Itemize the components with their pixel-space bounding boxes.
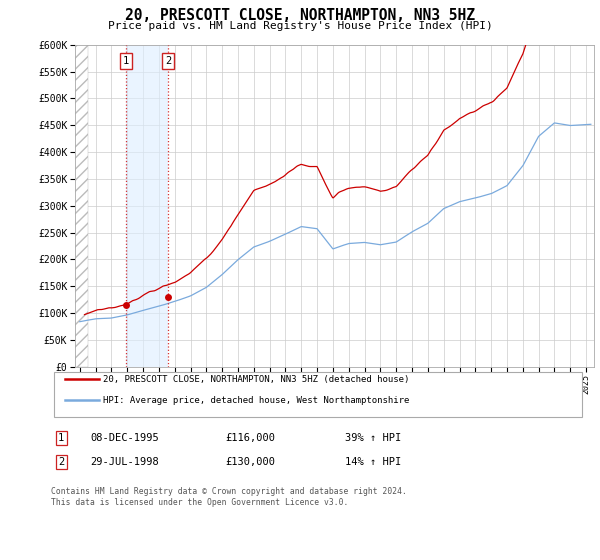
Bar [126,45,168,367]
Text: 39% ↑ HPI: 39% ↑ HPI [345,433,401,443]
Text: £116,000: £116,000 [225,433,275,443]
Text: 1: 1 [123,56,129,66]
Text: HPI: Average price, detached house, West Northamptonshire: HPI: Average price, detached house, West… [103,396,410,405]
Text: 2: 2 [165,56,171,66]
Text: £130,000: £130,000 [225,457,275,467]
Bar [75,45,88,367]
Text: 2: 2 [58,457,64,467]
Text: Price paid vs. HM Land Registry's House Price Index (HPI): Price paid vs. HM Land Registry's House … [107,21,493,31]
Text: 20, PRESCOTT CLOSE, NORTHAMPTON, NN3 5HZ: 20, PRESCOTT CLOSE, NORTHAMPTON, NN3 5HZ [125,8,475,24]
Text: 20, PRESCOTT CLOSE, NORTHAMPTON, NN3 5HZ (detached house): 20, PRESCOTT CLOSE, NORTHAMPTON, NN3 5HZ… [103,375,410,384]
Text: 08-DEC-1995: 08-DEC-1995 [90,433,159,443]
Text: 1: 1 [58,433,64,443]
Text: 14% ↑ HPI: 14% ↑ HPI [345,457,401,467]
Text: 29-JUL-1998: 29-JUL-1998 [90,457,159,467]
Text: Contains HM Land Registry data © Crown copyright and database right 2024.
This d: Contains HM Land Registry data © Crown c… [51,487,407,507]
